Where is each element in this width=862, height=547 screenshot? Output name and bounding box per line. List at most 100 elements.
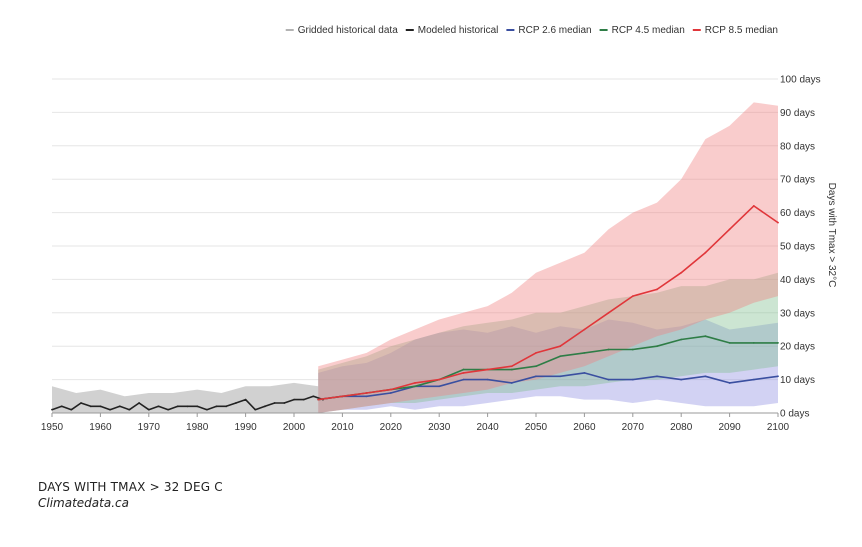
data-point-rcp45 bbox=[583, 351, 586, 354]
data-point-rcp45 bbox=[559, 355, 562, 358]
series-line-rcp85 bbox=[318, 205, 779, 401]
data-point-modeled bbox=[273, 402, 276, 404]
data-point-modeled bbox=[128, 408, 131, 411]
chart-caption: DAYS WITH TMAX > 32 DEG C Climatedata.ca bbox=[38, 479, 223, 511]
data-point-rcp45 bbox=[510, 368, 513, 371]
data-point-modeled bbox=[99, 405, 102, 408]
y-axis-title: Days with Tmax > 32°C bbox=[826, 183, 837, 288]
x-tick-label: 1960 bbox=[89, 422, 112, 433]
data-point-modeled bbox=[186, 405, 189, 408]
data-point-rcp45 bbox=[656, 345, 658, 348]
x-tick-label: 1990 bbox=[234, 422, 257, 433]
x-tick-label: 1950 bbox=[41, 422, 64, 433]
data-point-rcp85 bbox=[462, 372, 465, 374]
data-point-modeled bbox=[244, 398, 247, 401]
data-point-rcp26 bbox=[777, 375, 779, 378]
data-point-rcp45 bbox=[752, 341, 755, 344]
x-tick-label: 2090 bbox=[718, 422, 741, 433]
data-point-rcp45 bbox=[777, 341, 779, 344]
chart-legend: RCP 8.5 median RCP 4.5 median RCP 2.6 medi… bbox=[285, 25, 778, 36]
x-tick-label: 2020 bbox=[380, 422, 403, 433]
data-point-modeled bbox=[80, 402, 82, 404]
y-tick-label: 40 days bbox=[780, 275, 815, 286]
y-tick-label: 60 days bbox=[780, 208, 815, 219]
data-point-modeled bbox=[205, 408, 208, 411]
data-point-rcp85 bbox=[631, 295, 634, 297]
climate-chart: RCP 8.5 median RCP 4.5 median RCP 2.6 medi… bbox=[41, 25, 837, 433]
data-point-rcp85 bbox=[365, 392, 368, 394]
data-point-rcp26 bbox=[583, 372, 586, 374]
x-tick-label: 2070 bbox=[622, 422, 645, 433]
data-point-modeled bbox=[302, 398, 305, 401]
data-point-rcp26 bbox=[656, 375, 658, 378]
data-point-rcp85 bbox=[486, 368, 489, 371]
legend-label-modeled: Modeled historical bbox=[418, 25, 499, 36]
data-point-rcp45 bbox=[462, 368, 465, 371]
y-tick-label: 70 days bbox=[780, 175, 815, 186]
legend-label-rcp45: RCP 4.5 median bbox=[612, 25, 685, 36]
data-point-modeled bbox=[147, 408, 150, 411]
data-point-rcp45 bbox=[704, 335, 707, 338]
legend-label-rcp85: RCP 8.5 median bbox=[705, 25, 778, 36]
y-tick-label: 20 days bbox=[780, 342, 815, 353]
x-tick-label: 2010 bbox=[331, 422, 354, 433]
data-point-rcp26 bbox=[680, 378, 683, 381]
chart-title: DAYS WITH TMAX > 32 DEG C bbox=[38, 480, 223, 494]
data-point-modeled bbox=[225, 405, 228, 408]
data-point-rcp85 bbox=[777, 221, 779, 224]
data-point-modeled bbox=[167, 408, 170, 411]
data-point-rcp26 bbox=[365, 395, 368, 398]
y-tick-label: 0 days bbox=[780, 409, 809, 420]
data-point-rcp26 bbox=[607, 378, 610, 381]
data-point-rcp85 bbox=[656, 288, 658, 291]
data-point-rcp85 bbox=[341, 395, 344, 398]
y-tick-label: 80 days bbox=[780, 141, 815, 152]
data-point-rcp85 bbox=[680, 271, 683, 274]
range-bands bbox=[52, 102, 778, 414]
x-tick-label: 2050 bbox=[525, 422, 548, 433]
y-tick-label: 10 days bbox=[780, 375, 815, 386]
x-tick-label: 2080 bbox=[670, 422, 693, 433]
data-point-rcp45 bbox=[414, 385, 416, 388]
data-point-rcp85 bbox=[535, 351, 537, 354]
y-tick-label: 30 days bbox=[780, 308, 815, 319]
x-tick-label: 2040 bbox=[476, 422, 499, 433]
data-point-rcp85 bbox=[510, 365, 513, 368]
data-point-rcp26 bbox=[438, 385, 441, 388]
data-point-modeled bbox=[235, 402, 237, 404]
data-point-modeled bbox=[89, 405, 92, 408]
y-tick-label: 100 days bbox=[780, 75, 821, 86]
data-point-rcp85 bbox=[389, 388, 392, 391]
x-tick-label: 2100 bbox=[767, 422, 790, 433]
data-point-rcp85 bbox=[728, 228, 731, 231]
data-point-modeled bbox=[157, 405, 160, 408]
data-point-rcp45 bbox=[607, 348, 610, 351]
range-band-rcp85 bbox=[318, 102, 778, 414]
data-point-modeled bbox=[138, 402, 141, 404]
data-point-rcp45 bbox=[680, 338, 683, 341]
data-point-modeled bbox=[51, 408, 53, 411]
data-point-rcp85 bbox=[583, 328, 586, 331]
data-point-rcp45 bbox=[535, 365, 537, 368]
data-point-modeled bbox=[60, 405, 63, 408]
data-point-rcp26 bbox=[535, 375, 537, 378]
y-axis: 0 days 10 days 20 days 30 days 40 days 50 day… bbox=[780, 75, 821, 420]
data-point-modeled bbox=[118, 405, 121, 408]
data-point-rcp26 bbox=[704, 375, 707, 378]
data-point-rcp26 bbox=[752, 378, 755, 381]
data-point-rcp26 bbox=[559, 375, 562, 378]
data-point-rcp85 bbox=[414, 382, 416, 384]
data-point-rcp26 bbox=[462, 378, 465, 381]
data-point-rcp26 bbox=[728, 382, 731, 384]
data-point-modeled bbox=[254, 408, 257, 411]
data-point-rcp85 bbox=[607, 311, 610, 314]
legend-label-gridded: Gridded historical data bbox=[298, 25, 398, 36]
x-axis: 1950 1960 1970 1980 1990 2000 2010 2020 2030 2040… bbox=[41, 412, 790, 433]
data-point-modeled bbox=[176, 405, 179, 408]
data-point-modeled bbox=[312, 395, 315, 398]
data-point-modeled bbox=[215, 405, 218, 408]
y-tick-label: 90 days bbox=[780, 108, 815, 119]
data-point-rcp26 bbox=[631, 378, 634, 381]
data-point-modeled bbox=[264, 405, 266, 408]
x-tick-label: 2060 bbox=[573, 422, 596, 433]
